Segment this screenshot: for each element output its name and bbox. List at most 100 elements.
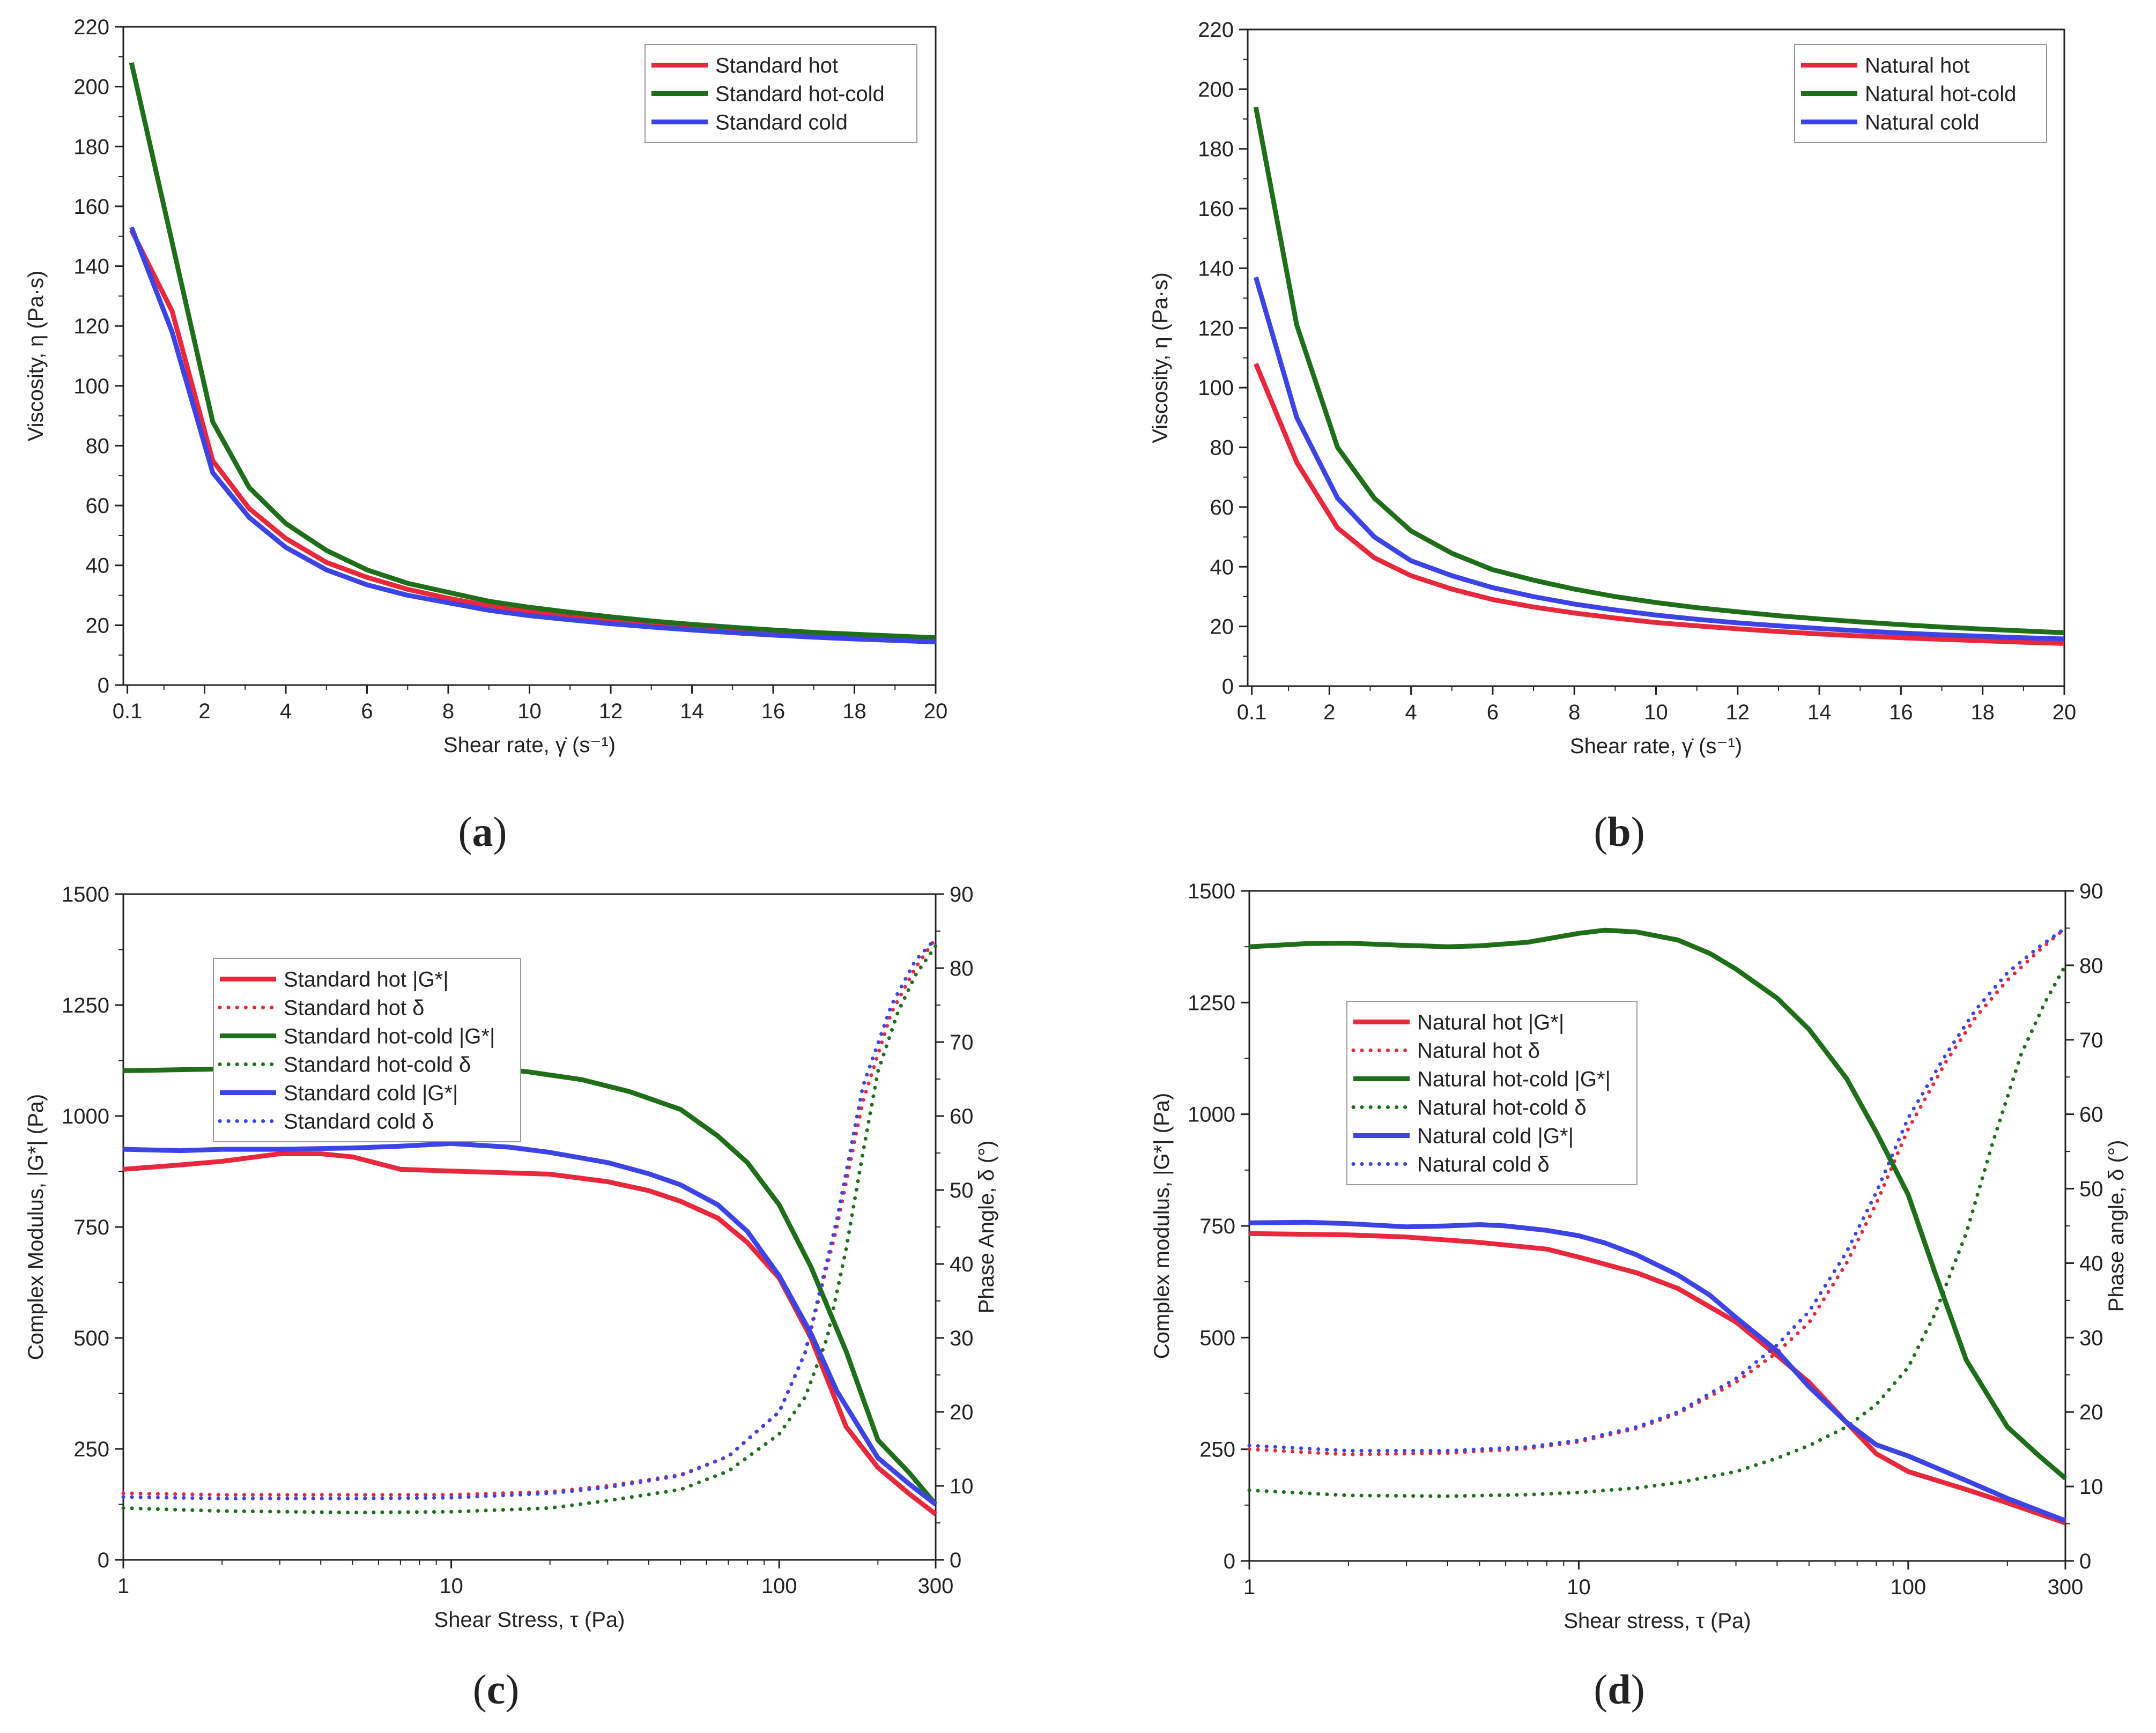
y-tick-label: 80 — [1210, 436, 1234, 460]
x-tick-label: 0.1 — [1237, 701, 1267, 724]
y-tick-label: 40 — [86, 554, 110, 578]
series-line-natural-hot-cold — [1253, 106, 2065, 635]
y-tick-label: 60 — [1210, 496, 1234, 519]
series-line-standard-hot — [129, 229, 936, 643]
x-tick-label: 10 — [1567, 1575, 1591, 1599]
x-tick-label: 300 — [918, 1574, 954, 1598]
series-line-standard-hot-delta — [121, 936, 938, 1497]
x-tick-label: 10 — [439, 1574, 463, 1598]
legend-label: Standard hot-cold |G*| — [284, 1025, 495, 1048]
y-tick-label: 220 — [1198, 18, 1234, 42]
y-tick-label: 120 — [73, 315, 109, 338]
legend-label: Natural hot — [1865, 54, 1970, 78]
legend-label: Standard hot δ — [284, 996, 424, 1020]
x-tick-label: 10 — [1644, 701, 1668, 724]
caption-open-paren: ( — [458, 808, 472, 855]
legend-label: Natural cold δ — [1417, 1153, 1550, 1177]
x-tick-label: 2 — [198, 700, 210, 723]
x-tick-label: 1 — [117, 1574, 129, 1598]
y-tick-label: 220 — [73, 16, 109, 39]
y2-tick-label: 50 — [2079, 1178, 2103, 1201]
x-tick-label: 4 — [1405, 701, 1417, 724]
y-tick-label: 20 — [86, 614, 110, 637]
legend-label: Standard cold — [715, 111, 848, 135]
y-tick-label: 80 — [86, 434, 110, 458]
x-tick-label: 1 — [1243, 1575, 1255, 1599]
y-tick-label: 500 — [73, 1327, 109, 1350]
caption-letter: d — [1607, 1666, 1631, 1713]
y2-tick-label: 20 — [950, 1401, 974, 1424]
x-tick-label: 18 — [1970, 701, 1995, 724]
caption-letter: c — [487, 1666, 506, 1713]
y-tick-label: 120 — [1198, 317, 1234, 340]
y-axis-title: Complex Modulus, |G*| (Pa) — [24, 1094, 48, 1360]
caption-close-paren: ) — [493, 808, 507, 855]
y2-tick-label: 10 — [2079, 1475, 2103, 1499]
y-tick-label: 750 — [1199, 1215, 1235, 1238]
y-tick-label: 750 — [73, 1216, 109, 1239]
x-tick-label: 4 — [280, 700, 292, 723]
y-tick-label: 1500 — [62, 883, 109, 906]
x-tick-label: 16 — [761, 700, 786, 723]
x-tick-label: 10 — [517, 700, 542, 723]
y2-tick-label: 80 — [2079, 954, 2103, 978]
series-line-standard-hot-cold — [129, 62, 936, 641]
x-tick-label: 12 — [1726, 701, 1750, 724]
y-tick-label: 500 — [1199, 1326, 1235, 1350]
legend-label: Standard hot |G*| — [284, 968, 449, 992]
series-line-standard-cold — [129, 226, 936, 645]
y2-tick-label: 70 — [2079, 1029, 2103, 1052]
y-tick-label: 100 — [1198, 376, 1234, 400]
y-tick-label: 100 — [73, 375, 109, 398]
y-tick-label: 200 — [1198, 78, 1234, 101]
series-line-natural-hot-delta — [1247, 926, 2068, 1456]
series-line-natural-cold-delta — [1247, 926, 2068, 1453]
y2-tick-label: 70 — [950, 1031, 974, 1054]
x-tick-label: 0.1 — [113, 700, 143, 723]
x-tick-label: 8 — [1568, 701, 1580, 724]
legend: Standard hot |G*| Standard hot δ Standard … — [213, 958, 521, 1142]
y2-axis-title: Phase Angle, δ (°) — [975, 1141, 998, 1314]
x-tick-label: 12 — [599, 700, 623, 723]
x-tick-label: 14 — [680, 700, 704, 723]
y-tick-label: 0 — [1224, 1550, 1235, 1573]
y2-tick-label: 0 — [2079, 1550, 2091, 1573]
series-line-standard-hot-gstar — [123, 1151, 937, 1516]
x-tick-label: 18 — [842, 700, 866, 723]
caption-close-paren: ) — [1631, 808, 1645, 855]
y-tick-label: 180 — [73, 135, 109, 159]
x-axis-title: Shear Stress, τ (Pa) — [434, 1608, 625, 1632]
chart-panel-d: 1 10 100 3000250500750100012501500010203040… — [1150, 880, 2128, 1713]
y-tick-label: 140 — [73, 255, 109, 279]
y-tick-label: 250 — [73, 1438, 109, 1461]
y-tick-label: 160 — [73, 195, 109, 219]
y2-tick-label: 60 — [2079, 1103, 2103, 1127]
panel-caption: (a) — [458, 808, 507, 855]
series-line-standard-hot-cold-delta — [121, 944, 938, 1515]
y-tick-label: 200 — [73, 76, 109, 99]
legend-label: Standard cold |G*| — [284, 1082, 458, 1105]
x-tick-label: 100 — [761, 1574, 797, 1598]
caption-open-paren: ( — [473, 1666, 487, 1713]
y-axis-title: Viscosity, η (Pa·s) — [1149, 272, 1172, 443]
y-tick-label: 140 — [1198, 257, 1234, 280]
y2-tick-label: 90 — [2079, 880, 2103, 903]
y2-tick-label: 80 — [950, 957, 974, 980]
y2-tick-label: 60 — [950, 1105, 974, 1128]
x-tick-label: 14 — [1807, 701, 1832, 724]
chart-panel-c: 1 10 100 3000250500750100012501500010203040… — [24, 883, 998, 1713]
caption-open-paren: ( — [1594, 1666, 1607, 1713]
y2-tick-label: 40 — [2079, 1252, 2103, 1275]
series-line-natural-cold-gstar — [1249, 1219, 2066, 1523]
y-tick-label: 0 — [98, 674, 109, 697]
y-tick-label: 1000 — [62, 1105, 109, 1128]
y-tick-label: 60 — [86, 494, 110, 518]
y2-axis-title: Phase angle, δ (°) — [2105, 1140, 2128, 1312]
y2-tick-label: 20 — [2079, 1401, 2103, 1424]
caption-letter: a — [472, 808, 493, 855]
legend-label: Standard hot-cold — [715, 83, 885, 106]
x-tick-label: 20 — [2053, 701, 2077, 724]
x-tick-label: 300 — [2048, 1575, 2084, 1599]
x-axis-title: Shear rate, γ̇ (s⁻¹) — [1570, 734, 1742, 758]
legend-label: Natural hot δ — [1417, 1039, 1540, 1063]
